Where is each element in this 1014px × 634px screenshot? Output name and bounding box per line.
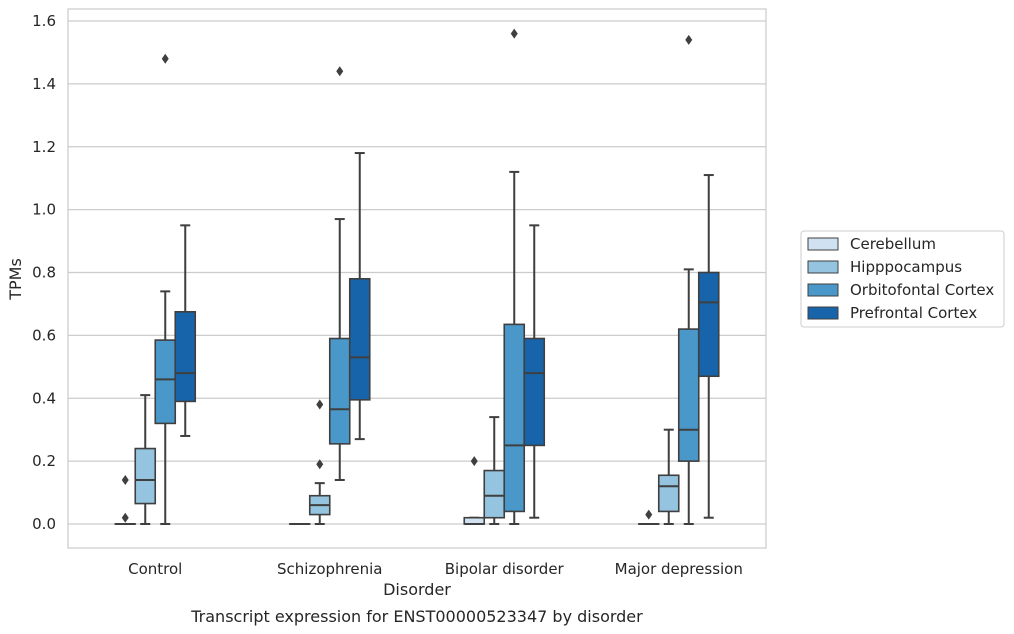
x-tick-labels: Control Schizophrenia Bipolar disorder Majo…: [128, 560, 743, 578]
legend-label: Orbitofontal Cortex: [850, 281, 994, 299]
outlier-point: [161, 53, 169, 64]
legend-swatch: [807, 283, 839, 297]
box-body: [523, 337, 546, 447]
y-tick-label: 1.2: [32, 138, 56, 156]
outlier-point: [316, 459, 324, 470]
legend-label: Hipppocampus: [850, 258, 962, 276]
x-tick-label: Control: [128, 560, 182, 578]
outlier-point: [316, 399, 324, 410]
x-tick-label: Schizophrenia: [277, 560, 382, 578]
box-group: [523, 224, 546, 519]
outlier-point: [470, 456, 478, 467]
outlier-point: [121, 512, 129, 523]
y-tick-label: 1.6: [32, 12, 56, 30]
box-group: [657, 428, 680, 525]
outlier-point: [645, 509, 653, 520]
legend-label: Prefrontal Cortex: [850, 304, 977, 322]
box-group: [697, 174, 720, 519]
y-tick-label: 1.4: [32, 75, 56, 93]
x-axis-title: Disorder: [383, 580, 451, 599]
outlier-point: [336, 66, 344, 77]
box-group: [134, 394, 157, 525]
box-group: [483, 416, 506, 525]
box-group: [308, 399, 331, 525]
x-tick-label: Major depression: [615, 560, 743, 578]
outlier-point: [685, 34, 693, 45]
box-group: [174, 224, 197, 437]
box-body: [483, 469, 506, 519]
y-tick-label: 1.0: [32, 201, 56, 219]
box-group: [154, 53, 177, 525]
box-body: [328, 337, 351, 445]
x-tick-label: Bipolar disorder: [445, 560, 565, 578]
box-elements: [114, 28, 720, 525]
y-tick-label: 0.6: [32, 326, 56, 344]
plot-frame: [67, 8, 767, 549]
box-body: [154, 339, 177, 425]
box-body: [697, 271, 720, 378]
y-tick-label: 0.4: [32, 389, 56, 407]
box-body: [657, 474, 680, 513]
legend-frame: [800, 230, 1005, 328]
y-tick-labels: 0.0 0.2 0.4 0.6 0.8 1.0 1.2 1.4 1.6: [32, 12, 56, 533]
outlier-point: [510, 28, 518, 39]
box-group: [677, 34, 700, 525]
y-axis-title: TPMs: [6, 258, 25, 301]
box-group: [348, 152, 371, 441]
box-body: [677, 328, 700, 462]
box-group: [637, 509, 660, 525]
y-tick-label: 0.0: [32, 515, 56, 533]
y-tick-label: 0.2: [32, 452, 56, 470]
y-tick-label: 0.8: [32, 264, 56, 282]
outlier-point: [121, 474, 129, 485]
legend-swatch: [807, 237, 839, 251]
box-body: [174, 310, 197, 403]
plot-background: [68, 9, 766, 548]
legend-swatch: [807, 260, 839, 274]
legend: Cerebellum Hipppocampus Orbitofontal Corte…: [800, 230, 1005, 328]
box-group: [463, 456, 486, 525]
chart-title: Transcript expression for ENST0000052334…: [190, 607, 643, 626]
legend-label: Cerebellum: [850, 235, 936, 253]
box-body: [134, 447, 157, 505]
box-body: [348, 277, 371, 401]
box-body: [503, 323, 526, 513]
legend-swatch: [807, 306, 839, 320]
box-group: [114, 474, 137, 525]
